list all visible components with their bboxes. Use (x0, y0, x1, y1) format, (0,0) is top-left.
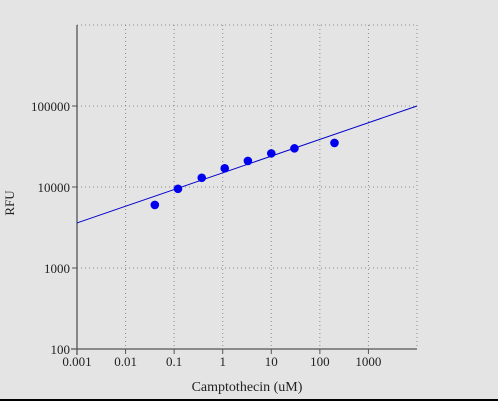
x-tick-label: 10 (265, 354, 278, 369)
axes (71, 25, 417, 355)
grid (77, 24, 418, 349)
x-tick-label: 1 (219, 354, 226, 369)
x-tick-label: 0.01 (114, 354, 137, 369)
data-point (197, 173, 207, 183)
data-point (220, 164, 230, 173)
x-axis-label: Camptothecin (uM) (192, 380, 303, 395)
data-point (290, 144, 299, 153)
tick-labels: 0.001 0.01 0.1 1 10 100 1000 100 1000 10000 100000 (31, 99, 381, 369)
x-tick-label: 0.1 (166, 354, 182, 369)
data-point (330, 138, 339, 148)
y-tick-label: 100000 (31, 99, 70, 114)
x-tick-label: 1000 (355, 354, 381, 369)
y-tick-label: 10000 (38, 180, 71, 195)
y-axis-label: RFU (2, 190, 17, 216)
data-point (150, 200, 160, 210)
y-tick-label: 1000 (44, 261, 70, 276)
data-point (243, 156, 253, 166)
data-point (173, 184, 183, 194)
x-tick-label: 0.001 (62, 354, 91, 369)
x-tick-label: 100 (310, 354, 330, 369)
data-points (150, 138, 339, 210)
data-point (266, 149, 276, 158)
bottom-border (0, 399, 498, 401)
y-tick-label: 100 (51, 342, 71, 357)
